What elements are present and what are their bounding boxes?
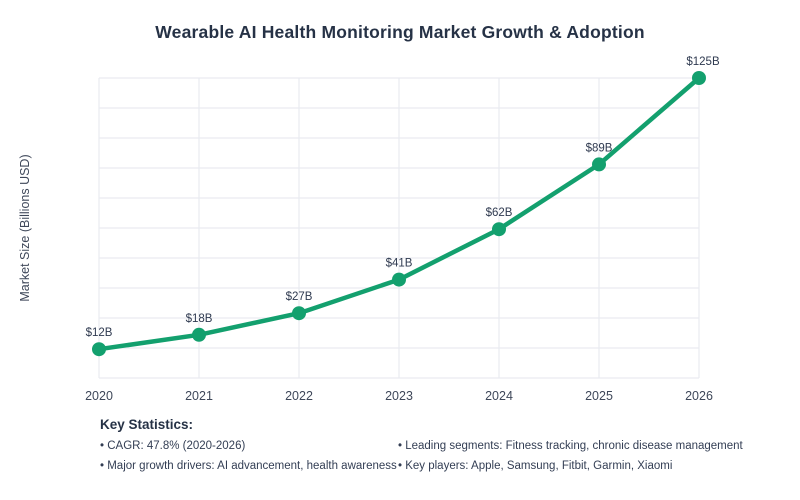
data-point-label: $12B [86, 327, 113, 339]
stat-item-cagr: • CAGR: 47.8% (2020-2026) [100, 440, 246, 452]
data-point-label: $27B [286, 291, 313, 303]
data-point-marker [292, 306, 306, 321]
stat-item-growth-drivers: • Major growth drivers: AI advancement, … [100, 460, 397, 472]
x-tick-label: 2023 [385, 389, 413, 403]
x-tick-label: 2024 [485, 389, 513, 403]
x-tick-label: 2025 [585, 389, 613, 403]
x-tick-label: 2021 [185, 389, 213, 403]
stat-item-key-players: • Key players: Apple, Samsung, Fitbit, G… [398, 460, 673, 472]
data-point-label: $62B [486, 207, 513, 219]
stat-item-leading-segments: • Leading segments: Fitness tracking, ch… [398, 440, 743, 452]
data-point-marker [692, 71, 706, 85]
x-tick-label: 2022 [285, 389, 313, 403]
data-point-label: $125B [686, 56, 720, 68]
x-tick-label: 2026 [685, 389, 713, 403]
stats-heading: Key Statistics: [100, 417, 194, 432]
data-point-marker [592, 157, 606, 172]
data-point-marker [192, 327, 206, 342]
x-tick-label: 2020 [85, 389, 113, 403]
data-point-label: $41B [386, 258, 413, 270]
data-point-label: $89B [586, 142, 613, 154]
data-point-marker [392, 272, 406, 287]
chart-title: Wearable AI Health Monitoring Market Gro… [155, 22, 645, 42]
data-point-marker [492, 222, 506, 237]
data-point-marker [92, 342, 106, 357]
data-point-label: $18B [186, 313, 213, 325]
